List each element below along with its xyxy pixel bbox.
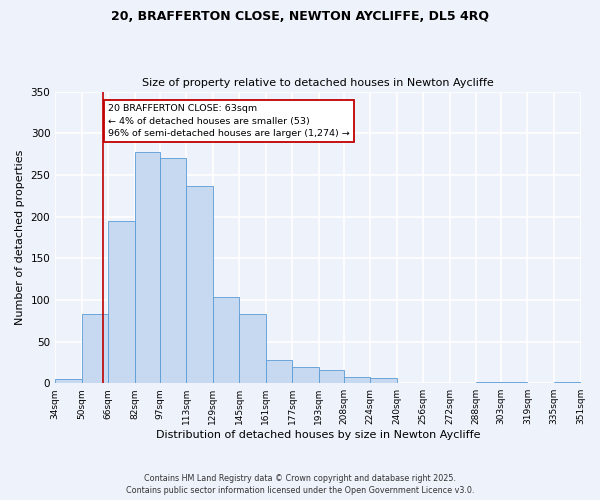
Title: Size of property relative to detached houses in Newton Aycliffe: Size of property relative to detached ho… xyxy=(142,78,494,88)
Bar xyxy=(55,379,82,383)
Text: Contains HM Land Registry data © Crown copyright and database right 2025.
Contai: Contains HM Land Registry data © Crown c… xyxy=(126,474,474,495)
X-axis label: Distribution of detached houses by size in Newton Aycliffe: Distribution of detached houses by size … xyxy=(155,430,480,440)
Bar xyxy=(319,370,344,383)
Bar xyxy=(292,366,319,383)
Bar xyxy=(108,220,135,383)
Bar xyxy=(239,314,266,383)
Bar xyxy=(344,376,370,383)
Bar xyxy=(501,382,527,383)
Bar xyxy=(160,158,186,383)
Bar xyxy=(186,186,212,383)
Bar xyxy=(82,314,108,383)
Text: 20 BRAFFERTON CLOSE: 63sqm
← 4% of detached houses are smaller (53)
96% of semi-: 20 BRAFFERTON CLOSE: 63sqm ← 4% of detac… xyxy=(108,104,350,138)
Y-axis label: Number of detached properties: Number of detached properties xyxy=(15,150,25,325)
Bar xyxy=(135,152,160,383)
Bar xyxy=(476,382,501,383)
Bar xyxy=(370,378,397,383)
Bar xyxy=(266,360,292,383)
Text: 20, BRAFFERTON CLOSE, NEWTON AYCLIFFE, DL5 4RQ: 20, BRAFFERTON CLOSE, NEWTON AYCLIFFE, D… xyxy=(111,10,489,23)
Bar xyxy=(212,298,239,383)
Bar xyxy=(554,382,581,383)
